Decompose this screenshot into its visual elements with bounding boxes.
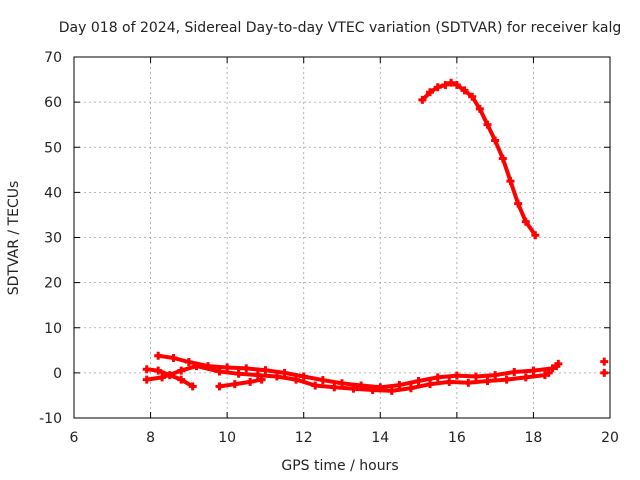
data-point (491, 371, 500, 380)
data-point (246, 377, 255, 386)
data-point (483, 120, 492, 129)
y-tick-label: 70 (44, 50, 62, 66)
data-point (506, 177, 515, 186)
plot-frame (73, 56, 611, 419)
y-tick-label: 10 (44, 321, 62, 337)
data-point (521, 373, 530, 382)
data-point (154, 366, 163, 375)
data-point (188, 382, 197, 391)
data-point (498, 154, 507, 163)
data-point (472, 372, 480, 381)
data-point (544, 368, 553, 377)
series-line-base-band-lower (144, 364, 547, 393)
data-point (414, 376, 423, 385)
data-point (223, 363, 232, 372)
data-point (215, 367, 224, 376)
y-tick-label: 20 (44, 276, 62, 292)
data-point (169, 353, 178, 362)
data-point (142, 365, 151, 374)
data-point (600, 368, 609, 377)
y-tick-label: -10 (39, 411, 62, 427)
data-point (510, 367, 519, 376)
data-point (280, 368, 289, 377)
data-point (184, 358, 193, 367)
data-point (529, 366, 538, 375)
data-point (368, 386, 377, 395)
data-point (387, 386, 396, 395)
data-point (475, 104, 484, 113)
data-point (234, 369, 243, 378)
data-point (441, 80, 450, 89)
data-point (452, 80, 461, 89)
data-layer (142, 78, 609, 395)
data-point (311, 381, 320, 390)
data-point (230, 380, 239, 389)
data-point (177, 375, 186, 384)
x-tick-label: 14 (371, 430, 389, 446)
data-point (192, 362, 201, 371)
data-point (292, 375, 301, 384)
data-point (445, 377, 454, 386)
y-tick-label: 30 (44, 231, 62, 247)
data-point (514, 199, 523, 208)
data-point (491, 136, 500, 145)
data-point (426, 88, 435, 97)
data-point (452, 371, 461, 380)
x-tick-label: 12 (295, 430, 313, 446)
data-point (460, 86, 469, 95)
data-point (426, 380, 435, 389)
series-line-base-band-upper (156, 353, 555, 390)
data-point (257, 375, 266, 384)
y-axis-label: SDTVAR / TECUs (6, 181, 22, 296)
data-point (165, 371, 174, 380)
data-point (521, 217, 530, 226)
grid-layer (74, 57, 610, 418)
data-point (464, 378, 473, 387)
tick-layer: 6 8 10 12 14 16 18 20 -10 0 10 20 30 40 50 60 70 (39, 50, 619, 446)
data-point (242, 364, 251, 373)
data-point (468, 92, 477, 101)
data-point (253, 371, 262, 380)
x-axis-label: GPS time / hours (281, 458, 398, 474)
y-tick-label: 0 (53, 366, 62, 382)
data-point (395, 381, 404, 390)
data-point (418, 95, 427, 104)
data-point (158, 373, 167, 382)
x-tick-label: 18 (525, 430, 543, 446)
y-tick-label: 50 (44, 140, 62, 156)
series-line-segment-b (217, 377, 264, 389)
x-tick-label: 16 (448, 430, 466, 446)
y-tick-label: 60 (44, 95, 62, 111)
data-point (406, 384, 415, 393)
x-tick-label: 8 (146, 430, 155, 446)
data-point (600, 357, 609, 366)
x-tick-label: 20 (601, 430, 619, 446)
y-tick-label: 40 (44, 185, 62, 201)
x-tick-label: 10 (218, 430, 236, 446)
chart-title: Day 018 of 2024, Sidereal Day-to-day VTE… (59, 20, 621, 36)
data-point (142, 375, 151, 384)
data-point (531, 231, 540, 240)
x-tick-label: 6 (70, 430, 79, 446)
data-point (433, 373, 442, 382)
data-point (483, 376, 492, 385)
data-point (215, 382, 224, 391)
data-point (272, 372, 281, 381)
data-point (299, 372, 308, 381)
data-point (433, 83, 442, 92)
data-point (349, 384, 358, 393)
data-point (554, 359, 563, 368)
data-point (177, 366, 186, 375)
data-point (318, 376, 327, 385)
data-point (154, 351, 163, 360)
data-point (330, 383, 339, 392)
data-point (447, 78, 456, 87)
data-point (502, 375, 511, 384)
data-point (261, 366, 270, 375)
